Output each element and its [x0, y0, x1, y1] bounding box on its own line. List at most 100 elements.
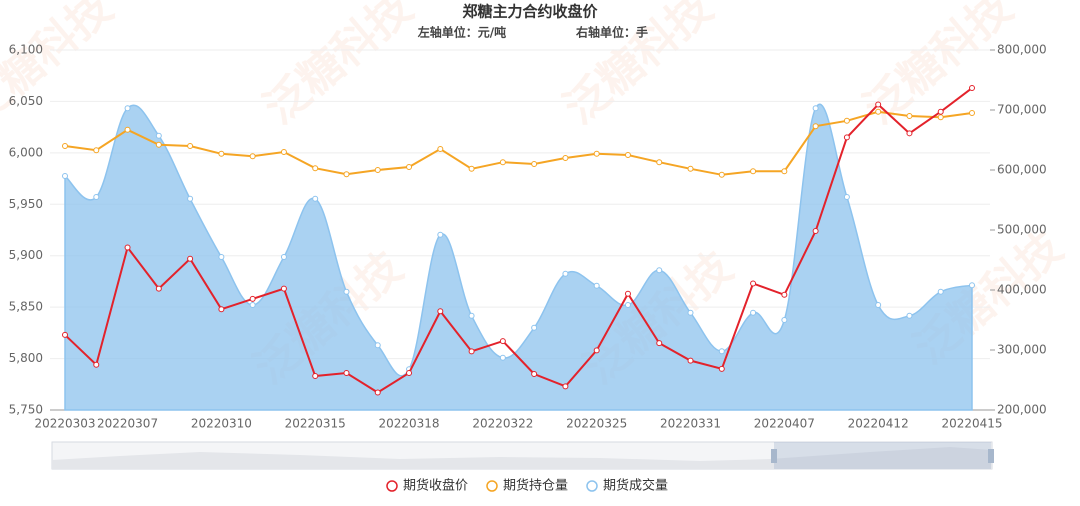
data-point	[93, 147, 100, 154]
data-point	[374, 167, 381, 173]
data-point	[312, 165, 319, 172]
data-point	[624, 302, 631, 308]
x-tick-label: 20220318	[378, 417, 439, 431]
x-tick-label: 20220303	[34, 417, 95, 431]
left-axis-unit: 左轴单位：元/吨	[417, 25, 506, 40]
data-point	[906, 113, 913, 119]
y-tick-label: 6,000	[9, 145, 43, 159]
zoom-preview	[52, 447, 992, 469]
x-tick-label: 20220322	[472, 417, 533, 431]
watermark: 泛糖科技	[0, 0, 122, 134]
data-point	[687, 357, 694, 364]
data-point	[969, 85, 975, 92]
data-point	[62, 143, 68, 149]
data-point	[843, 134, 850, 141]
legend-marker	[586, 480, 598, 492]
data-point	[969, 282, 975, 289]
data-point	[374, 389, 381, 396]
data-zoom[interactable]	[51, 441, 994, 470]
x-tick-label: 20220407	[754, 417, 815, 431]
data-point	[718, 171, 725, 178]
y2-tick-label: 300,000	[997, 343, 1047, 357]
data-point	[718, 365, 725, 372]
x-tick-label: 20220315	[285, 417, 346, 431]
data-point	[312, 195, 319, 202]
data-point	[656, 159, 663, 166]
data-point	[437, 231, 444, 238]
data-point	[687, 165, 694, 172]
data-point	[562, 383, 569, 390]
data-point	[124, 105, 131, 112]
zoom-window[interactable]	[774, 442, 991, 469]
data-point	[969, 110, 975, 116]
data-point	[937, 108, 944, 115]
y-tick-label: 5,950	[9, 197, 43, 211]
x-tick-label: 20220307	[97, 417, 158, 431]
data-point	[468, 165, 475, 172]
series-line	[64, 110, 973, 176]
legend-label: 期货持仓量	[503, 478, 568, 494]
data-point	[843, 194, 850, 200]
data-point	[562, 270, 569, 277]
x-tick-label: 20220331	[660, 417, 721, 431]
data-point	[812, 228, 819, 235]
data-point	[280, 254, 287, 260]
data-point	[343, 288, 350, 295]
data-point	[875, 108, 882, 115]
zoom-handle[interactable]	[988, 449, 994, 463]
data-point	[249, 153, 256, 160]
x-tick-label: 20220310	[191, 417, 252, 431]
y-tick-label: 5,800	[9, 351, 43, 365]
data-point	[531, 371, 538, 377]
data-point	[343, 369, 350, 376]
data-point	[750, 280, 757, 287]
data-point	[593, 347, 600, 354]
data-point	[624, 290, 631, 297]
data-point	[406, 369, 413, 376]
legend-marker	[386, 480, 398, 492]
data-point	[249, 295, 256, 302]
data-point	[687, 309, 694, 316]
data-point	[843, 117, 850, 124]
data-point	[906, 130, 913, 137]
data-point	[468, 312, 475, 319]
data-point	[750, 309, 757, 316]
data-point	[437, 146, 444, 152]
data-point	[437, 308, 444, 315]
data-point	[374, 342, 381, 349]
data-point	[875, 302, 882, 308]
y-tick-label: 6,050	[9, 94, 43, 108]
data-point	[155, 132, 162, 139]
data-point	[750, 168, 757, 175]
data-point	[155, 141, 162, 148]
data-point	[593, 282, 600, 289]
data-point	[343, 171, 350, 178]
data-point	[62, 331, 68, 338]
data-point	[155, 285, 162, 292]
x-tick-label: 20220415	[941, 417, 1002, 431]
x-tick-label: 20220412	[848, 417, 909, 431]
data-point	[812, 123, 819, 130]
data-point	[218, 306, 225, 313]
legend-label: 期货收盘价	[403, 478, 468, 494]
data-point	[718, 348, 725, 355]
data-point	[906, 312, 913, 319]
data-point	[531, 161, 538, 167]
y2-tick-label: 400,000	[997, 283, 1047, 297]
data-point	[875, 101, 882, 108]
data-point	[218, 254, 225, 260]
data-point	[218, 150, 225, 157]
watermark: 泛糖科技	[255, 0, 423, 134]
zoom-handle[interactable]	[771, 449, 777, 463]
data-point	[937, 288, 944, 295]
data-point	[937, 114, 944, 121]
data-point	[93, 194, 100, 200]
data-point	[624, 152, 631, 158]
y2-tick-label: 600,000	[997, 163, 1047, 177]
data-point	[562, 155, 569, 161]
data-point	[187, 143, 194, 149]
y2-tick-label: 700,000	[997, 103, 1047, 117]
data-point	[499, 354, 506, 361]
data-point	[499, 159, 506, 166]
data-point	[593, 150, 600, 157]
